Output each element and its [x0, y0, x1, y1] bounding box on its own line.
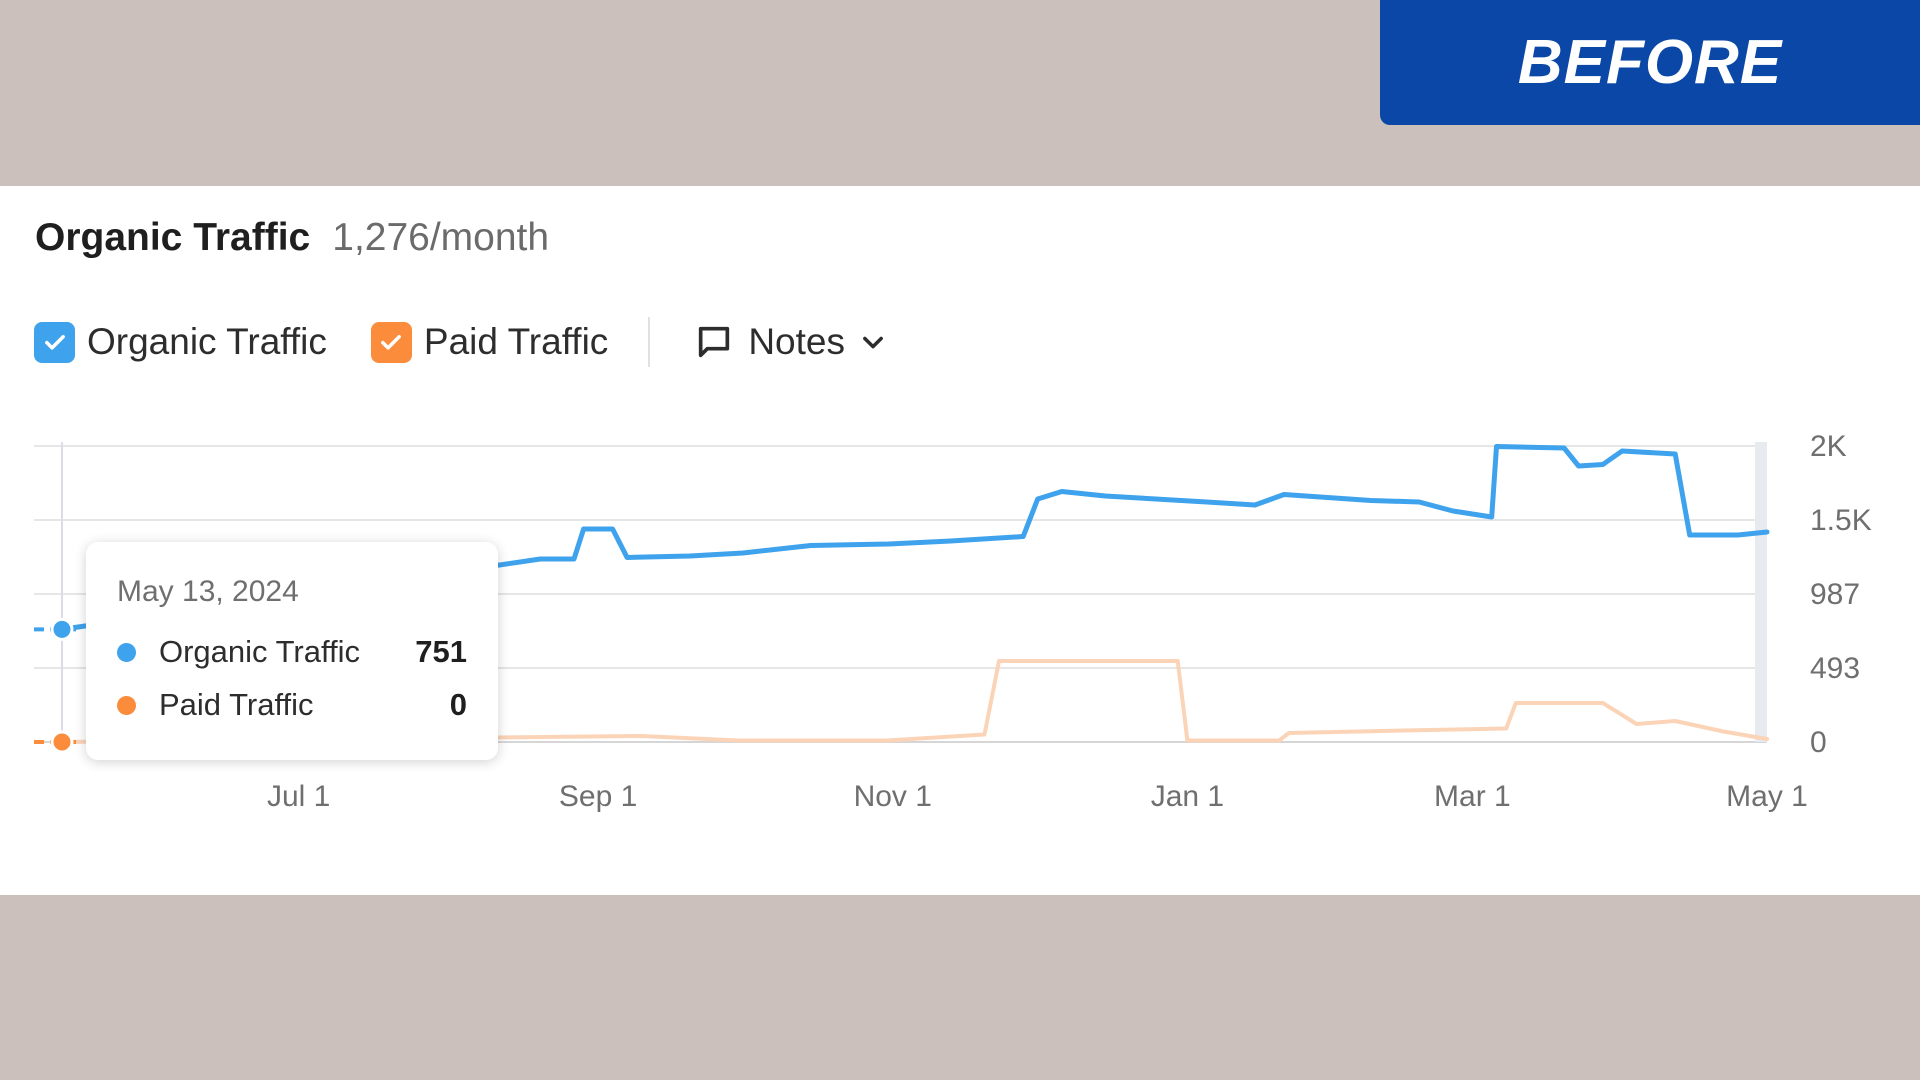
notes-dropdown[interactable]: Notes	[694, 321, 887, 363]
traffic-chart: 0 493 987 1.5K 2K Jul 1 Sep 1 Nov 1 Jan 1 Mar 1 Ma…	[34, 430, 1872, 813]
page-title: Organic Traffic	[35, 216, 311, 259]
y-tick-label: 0	[1810, 726, 1827, 759]
tooltip-row-paid: Paid Traffic 0	[117, 685, 467, 725]
x-tick-label: Jan 1	[1151, 780, 1224, 813]
paid-traffic-toggle-label[interactable]: Paid Traffic	[423, 321, 609, 362]
traffic-card: Organic Traffic 1,276/month Organic Traf…	[0, 186, 1920, 895]
organic-traffic-checkbox[interactable]	[34, 321, 75, 363]
tooltip-series-value: 0	[449, 687, 467, 722]
tooltip-series-name: Organic Traffic	[159, 634, 361, 669]
plot-edge-band	[1755, 442, 1767, 742]
y-tick-label: 987	[1810, 578, 1860, 611]
tooltip-series-name: Paid Traffic	[159, 687, 314, 722]
chevron-down-icon	[863, 336, 883, 349]
traffic-value: 1,276/month	[332, 216, 550, 259]
hover-point-paid-traffic	[50, 730, 74, 754]
chart-tooltip: May 13, 2024 Organic Traffic 751 Paid Tr…	[86, 542, 498, 760]
x-tick-label: Sep 1	[559, 780, 637, 813]
controls-divider	[648, 317, 651, 367]
x-tick-label: Mar 1	[1434, 780, 1511, 813]
series-line-organic-traffic	[59, 444, 1770, 632]
x-tick-label: Jul 1	[267, 780, 330, 813]
series-line-paid-traffic	[60, 659, 1769, 744]
tooltip-row-organic: Organic Traffic 751	[117, 632, 467, 672]
comment-icon	[699, 326, 730, 358]
before-badge: BEFORE	[1380, 0, 1920, 125]
paid-dot-icon	[117, 695, 136, 715]
checkmark-icon	[44, 335, 65, 350]
before-badge-label: BEFORE	[1517, 28, 1783, 97]
x-tick-label: May 1	[1726, 780, 1808, 813]
checkmark-icon	[381, 335, 402, 350]
x-tick-label: Nov 1	[854, 780, 932, 813]
tooltip-series-value: 751	[415, 634, 467, 669]
y-tick-label: 493	[1810, 652, 1860, 685]
y-tick-label: 2K	[1810, 430, 1847, 463]
paid-traffic-checkbox[interactable]	[370, 321, 412, 363]
hover-point-organic-traffic	[50, 617, 74, 641]
notes-label: Notes	[748, 321, 845, 362]
organic-dot-icon	[117, 642, 136, 662]
y-tick-label: 1.5K	[1810, 504, 1872, 537]
tooltip-date: May 13, 2024	[117, 575, 299, 608]
card-header: Organic Traffic 1,276/month	[35, 216, 549, 260]
organic-traffic-toggle-label[interactable]: Organic Traffic	[87, 321, 327, 362]
chart-controls: Organic Traffic Paid Traffic Notes	[34, 317, 887, 367]
